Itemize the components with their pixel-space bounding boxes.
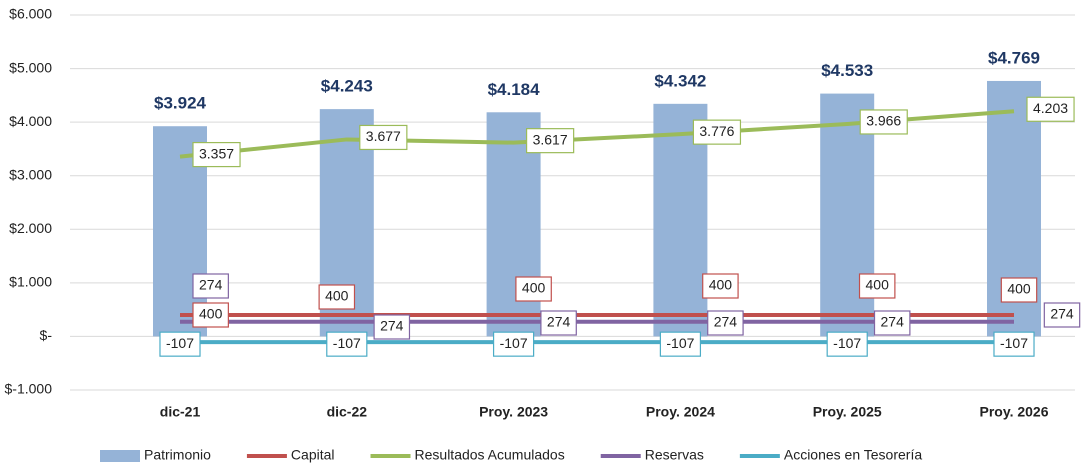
label-box [318, 284, 356, 310]
data-label: 3.966 [866, 113, 901, 129]
label-box [1000, 277, 1038, 303]
x-tick-label: Proy. 2024 [646, 404, 715, 420]
label-box [702, 273, 739, 299]
data-label: -107 [666, 335, 694, 351]
label-box [1026, 96, 1075, 122]
data-label: 274 [714, 314, 738, 330]
y-tick-label: $5.000 [9, 59, 52, 75]
label-box [525, 128, 575, 154]
y-tick-label: $2.000 [9, 220, 52, 236]
label-box [826, 331, 868, 357]
label-box [1043, 302, 1081, 328]
data-label: 274 [881, 314, 905, 330]
y-tick-label: $1.000 [9, 274, 52, 290]
x-tick-label: dic-22 [327, 404, 368, 420]
value-label: $3.924 [154, 94, 207, 113]
y-tick-label: $-1.000 [5, 381, 53, 397]
label-box [540, 310, 577, 336]
data-label: 4.203 [1033, 100, 1068, 116]
label-box [373, 314, 411, 340]
legend-label: Reservas [645, 447, 704, 463]
label-box [515, 276, 552, 302]
label-box [873, 310, 911, 336]
label-box [993, 331, 1035, 357]
label-box [192, 273, 229, 299]
legend-label: Acciones en Tesorería [784, 447, 922, 463]
data-label: 400 [1007, 281, 1031, 297]
label-box [707, 310, 744, 336]
label-box [692, 119, 742, 145]
label-box [359, 124, 408, 151]
data-label: 400 [522, 280, 546, 296]
label-box [858, 273, 896, 299]
x-tick-label: Proy. 2025 [813, 404, 882, 420]
data-label: -107 [1000, 335, 1028, 351]
data-label: 400 [709, 277, 733, 293]
data-label: 274 [547, 314, 571, 330]
legend-label: Resultados Acumulados [415, 447, 565, 463]
data-label: 3.357 [199, 145, 234, 161]
data-label: 3.677 [366, 128, 401, 144]
value-label: $4.184 [488, 80, 541, 99]
data-label: 400 [199, 306, 223, 322]
value-label: $4.769 [988, 48, 1040, 67]
legend-label: Capital [291, 447, 335, 463]
legend-swatch [100, 450, 140, 462]
value-label: $4.533 [821, 61, 873, 80]
data-label: 400 [866, 277, 890, 293]
value-label: $4.342 [654, 71, 706, 90]
label-box [492, 331, 535, 357]
label-box [192, 141, 241, 168]
value-label: $4.243 [321, 77, 373, 96]
x-tick-label: Proy. 2026 [979, 404, 1048, 420]
label-box [192, 302, 229, 328]
data-label: 3.617 [533, 131, 568, 147]
x-tick-label: Proy. 2023 [479, 404, 548, 420]
y-tick-label: $- [40, 327, 53, 343]
data-label: -107 [833, 335, 861, 351]
label-box [659, 331, 702, 357]
data-label: 274 [1050, 306, 1074, 322]
label-box [159, 331, 201, 357]
data-label: 274 [380, 318, 404, 334]
data-label: 274 [199, 277, 223, 293]
data-label: 400 [325, 288, 349, 304]
data-label: -107 [500, 335, 528, 351]
data-label: -107 [166, 335, 194, 351]
label-box [326, 331, 368, 357]
y-tick-label: $6.000 [9, 6, 52, 22]
legend-label: Patrimonio [144, 447, 211, 463]
label-box [859, 109, 908, 135]
y-tick-label: $3.000 [9, 166, 52, 182]
x-tick-label: dic-21 [160, 404, 201, 420]
data-label: -107 [333, 335, 361, 351]
y-tick-label: $4.000 [9, 113, 52, 129]
data-label: 3.776 [699, 123, 734, 139]
